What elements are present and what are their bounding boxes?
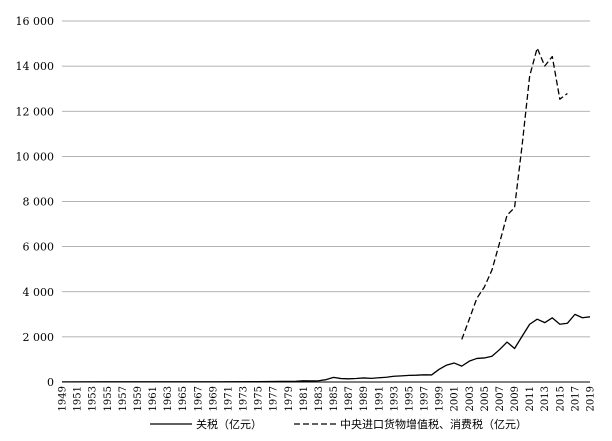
- x-tick-label: 1991: [374, 386, 385, 411]
- x-tick-label: 2019: [586, 386, 597, 411]
- y-tick-label: 2 000: [23, 331, 55, 344]
- legend-label-2: 中央进口货物增值税、消费税（亿元）: [340, 417, 527, 431]
- y-tick-label: 0: [47, 376, 54, 389]
- x-tick-label: 1959: [133, 386, 144, 411]
- x-tick-label: 1963: [163, 386, 174, 411]
- x-tick-label: 1971: [223, 386, 234, 411]
- x-tick-label: 1977: [269, 386, 280, 411]
- x-tick-label: 1983: [314, 386, 325, 411]
- legend: 关税（亿元） 中央进口货物增值税、消费税（亿元）: [150, 417, 527, 431]
- x-axis-ticks: 1949 1951 1953 1955 1957 1959 1961 1963 1965 1967…: [58, 386, 597, 411]
- x-tick-label: 1951: [73, 386, 84, 411]
- y-tick-label: 4 000: [23, 286, 55, 299]
- x-tick-label: 1981: [299, 386, 310, 411]
- series-line-1: [61, 313, 591, 383]
- x-tick-label: 1993: [389, 386, 400, 411]
- x-tick-label: 1955: [103, 386, 114, 411]
- gridlines: [62, 20, 590, 338]
- x-tick-label: 1961: [148, 386, 159, 411]
- x-tick-label: 1949: [58, 386, 69, 411]
- x-tick-label: 2009: [510, 386, 521, 411]
- y-tick-label: 6 000: [23, 241, 55, 254]
- x-tick-label: 1973: [239, 386, 250, 411]
- series-line-2: [461, 47, 568, 340]
- y-tick-label: 12 000: [16, 105, 55, 118]
- series-lines: [61, 47, 591, 383]
- x-tick-label: 2007: [495, 386, 506, 411]
- y-tick-label: 16 000: [16, 15, 55, 28]
- y-tick-label: 10 000: [16, 150, 55, 163]
- x-tick-label: 1979: [284, 386, 295, 411]
- x-tick-label: 1987: [344, 386, 355, 411]
- y-tick-label: 14 000: [16, 60, 55, 73]
- x-tick-label: 2001: [450, 386, 461, 411]
- x-tick-label: 2003: [465, 386, 476, 411]
- x-tick-label: 2017: [570, 386, 581, 411]
- x-tick-label: 1995: [404, 386, 415, 411]
- x-tick-label: 1953: [88, 386, 99, 411]
- x-tick-label: 1969: [208, 386, 219, 411]
- x-tick-label: 2013: [540, 386, 551, 411]
- x-tick-label: 1975: [254, 386, 265, 411]
- x-tick-label: 1965: [178, 386, 189, 411]
- x-tick-label: 2005: [480, 386, 491, 411]
- x-tick-label: 2011: [525, 386, 536, 411]
- y-axis-ticks: 0 2 000 4 000 6 000 8 000 10 000 12 000 14 000 1…: [16, 15, 55, 389]
- x-tick-label: 1985: [329, 386, 340, 411]
- x-tick-label: 1957: [118, 386, 129, 411]
- x-tick-label: 1989: [359, 386, 370, 411]
- y-tick-label: 8 000: [23, 196, 55, 209]
- legend-label-1: 关税（亿元）: [196, 417, 262, 431]
- x-tick-label: 1999: [435, 386, 446, 411]
- x-tick-label: 1967: [193, 386, 204, 411]
- x-tick-label: 2015: [555, 386, 566, 411]
- x-tick-label: 1997: [420, 386, 431, 411]
